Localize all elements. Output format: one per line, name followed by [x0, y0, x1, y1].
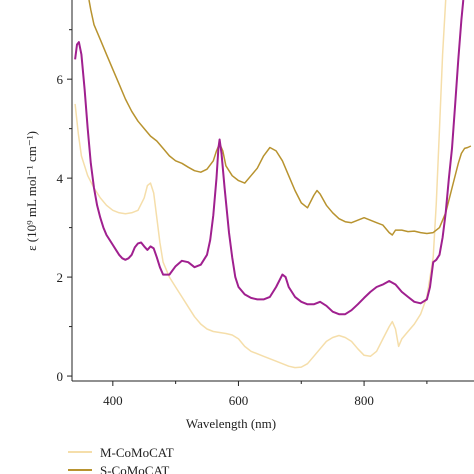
- series-line-m-comocat: [74, 0, 447, 369]
- legend: M-CoMoCAT S-CoMoCAT: [68, 445, 174, 474]
- legend-label-s-comocat: S-CoMoCAT: [100, 463, 169, 474]
- x-tick-label-400: 400: [103, 393, 123, 408]
- x-axis-title: Wavelength (nm): [186, 416, 276, 431]
- x-tick-label-800: 800: [354, 393, 374, 408]
- series-layer: [74, 0, 472, 369]
- axes-layer: 400 600 800 0 2 4 6: [57, 0, 474, 408]
- y-tick-label-2: 2: [57, 270, 64, 285]
- y-tick-label-6: 6: [57, 72, 64, 87]
- series-line-s-comocat: [88, 0, 472, 236]
- legend-label-m-comocat: M-CoMoCAT: [100, 445, 174, 460]
- y-tick-label-0: 0: [57, 369, 64, 384]
- x-tick-label-600: 600: [229, 393, 249, 408]
- series-line-unlabeled-2: [74, 0, 465, 316]
- y-tick-label-4: 4: [57, 171, 64, 186]
- y-axis-title: ε (10⁹ mL mol⁻¹ cm⁻¹): [24, 131, 39, 251]
